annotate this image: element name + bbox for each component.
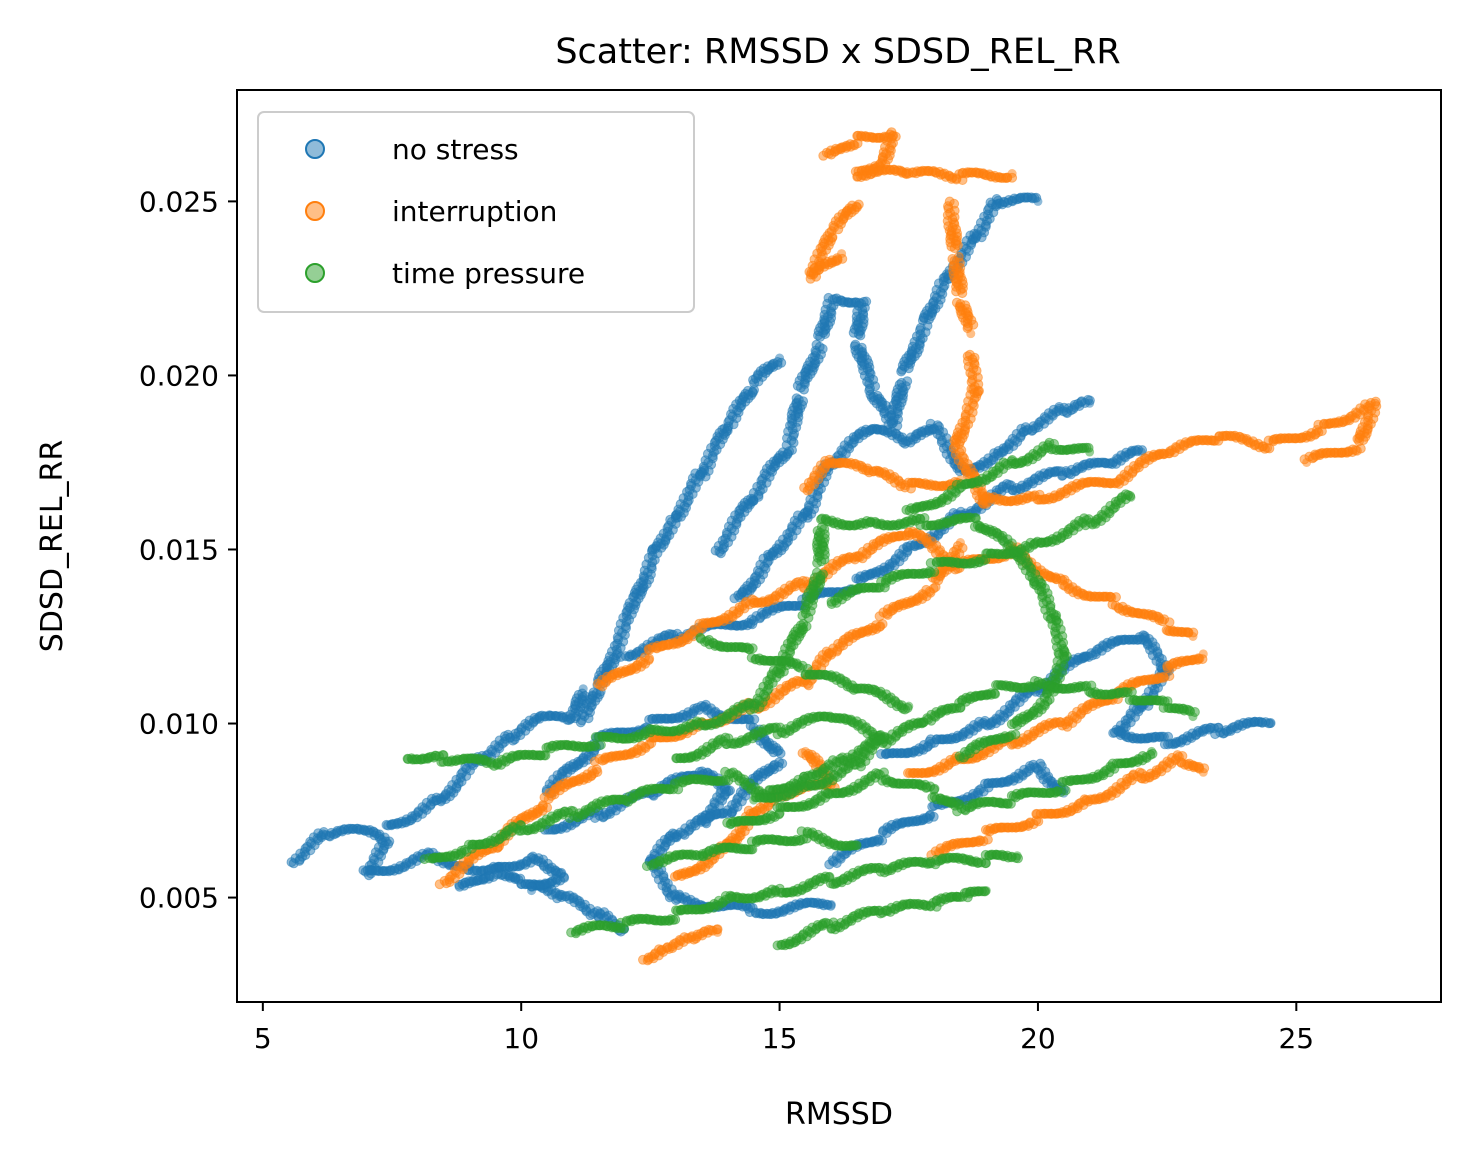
scatter-point: [595, 739, 606, 750]
scatter-point: [775, 353, 785, 363]
scatter-point: [791, 393, 802, 404]
scatter-point: [1033, 196, 1043, 206]
scatter-point: [925, 809, 936, 820]
scatter-point: [1302, 457, 1312, 467]
scatter-point: [1198, 767, 1208, 777]
scatter-point: [1085, 398, 1095, 408]
scatter-point: [800, 746, 810, 756]
scatter-point: [713, 927, 723, 937]
scatter-point: [1188, 632, 1198, 642]
scatter-point: [775, 748, 786, 759]
scatter-point: [1259, 443, 1270, 454]
scatter-point: [826, 900, 836, 910]
scatter-point: [1265, 719, 1275, 729]
scatter-point: [966, 329, 976, 339]
scatter-point: [974, 835, 985, 846]
scatter-point: [949, 243, 960, 254]
scatter-point: [902, 376, 913, 387]
scatter-point: [1164, 671, 1175, 682]
scatter-point: [527, 886, 537, 896]
chart-title: Scatter: RMSSD x SDSD_REL_RR: [555, 32, 1120, 72]
scatter-point: [955, 538, 965, 548]
scatter-point: [578, 684, 588, 694]
scatter-point: [982, 834, 993, 845]
scatter-point: [837, 249, 847, 259]
plot-points: [286, 127, 1382, 966]
scatter-point: [855, 330, 866, 341]
scatter-point: [1007, 169, 1017, 179]
scatter-point: [484, 870, 494, 881]
scatter-point: [697, 816, 707, 826]
scatter-point: [1198, 649, 1208, 659]
scatter-point: [957, 288, 968, 299]
